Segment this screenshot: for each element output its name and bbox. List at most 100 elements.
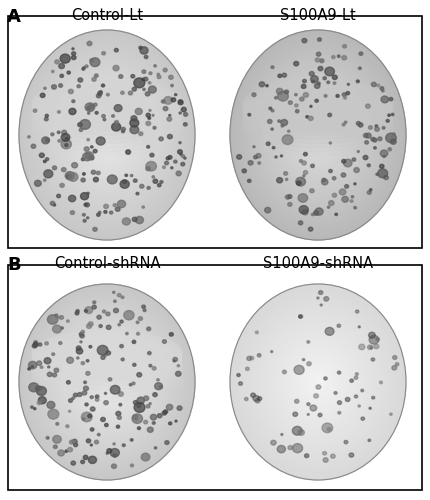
Ellipse shape [292,426,302,435]
Ellipse shape [115,207,120,212]
Ellipse shape [323,76,326,80]
Ellipse shape [354,168,359,172]
Ellipse shape [99,324,102,328]
Ellipse shape [139,132,143,136]
Ellipse shape [108,378,112,381]
Ellipse shape [137,404,141,407]
Ellipse shape [135,108,142,114]
Ellipse shape [88,414,92,418]
Ellipse shape [338,55,340,58]
Ellipse shape [316,133,319,136]
Ellipse shape [319,290,323,294]
Ellipse shape [331,454,335,458]
Ellipse shape [366,104,370,108]
Ellipse shape [85,152,93,159]
Ellipse shape [354,376,358,380]
Ellipse shape [312,376,324,388]
Ellipse shape [295,94,297,96]
Ellipse shape [303,80,306,82]
Ellipse shape [72,440,77,444]
Ellipse shape [344,184,349,188]
Ellipse shape [59,342,62,344]
Ellipse shape [358,405,360,407]
Ellipse shape [100,374,114,390]
Ellipse shape [370,346,373,349]
Ellipse shape [278,338,358,426]
Ellipse shape [89,346,92,348]
Ellipse shape [157,76,161,78]
Ellipse shape [237,374,240,376]
Ellipse shape [98,124,116,146]
Ellipse shape [131,74,135,78]
Ellipse shape [304,170,307,174]
Ellipse shape [40,54,175,216]
Ellipse shape [155,382,163,390]
Ellipse shape [349,453,354,457]
Text: A: A [7,8,21,26]
Ellipse shape [117,425,120,428]
Ellipse shape [301,84,306,88]
Ellipse shape [381,96,389,103]
Ellipse shape [58,450,64,456]
Ellipse shape [111,464,117,468]
Ellipse shape [243,102,393,148]
Ellipse shape [256,154,261,158]
Ellipse shape [272,146,275,149]
Ellipse shape [104,400,108,404]
Ellipse shape [298,314,303,318]
Ellipse shape [317,82,320,84]
Ellipse shape [77,346,81,350]
Ellipse shape [104,210,107,214]
Ellipse shape [148,117,150,119]
Ellipse shape [104,354,108,356]
Ellipse shape [110,177,113,180]
Ellipse shape [316,380,319,384]
Ellipse shape [276,88,283,94]
Ellipse shape [274,82,362,188]
Ellipse shape [101,418,105,422]
Ellipse shape [149,402,151,404]
Ellipse shape [296,109,340,161]
Ellipse shape [87,106,91,110]
Ellipse shape [19,284,195,480]
Ellipse shape [113,204,117,206]
Ellipse shape [354,183,356,185]
Ellipse shape [239,382,243,386]
Ellipse shape [31,44,183,226]
Ellipse shape [267,120,272,124]
Ellipse shape [289,350,347,414]
Ellipse shape [302,358,305,360]
Ellipse shape [310,106,312,108]
Ellipse shape [149,364,152,367]
Ellipse shape [83,214,85,216]
Ellipse shape [43,310,172,454]
Ellipse shape [119,404,122,406]
Ellipse shape [138,316,142,320]
Ellipse shape [92,118,122,152]
Ellipse shape [71,91,144,179]
Ellipse shape [58,84,62,87]
Ellipse shape [282,135,293,144]
Ellipse shape [298,359,338,405]
Ellipse shape [346,92,350,95]
Ellipse shape [315,208,323,215]
Ellipse shape [322,178,326,182]
Ellipse shape [246,302,390,462]
Ellipse shape [307,414,309,416]
Ellipse shape [361,417,365,420]
Ellipse shape [35,386,41,391]
Ellipse shape [83,220,86,222]
Ellipse shape [94,103,97,106]
Ellipse shape [145,92,150,96]
Ellipse shape [388,148,391,151]
Ellipse shape [38,52,176,217]
Ellipse shape [69,340,145,424]
Ellipse shape [276,84,360,186]
Ellipse shape [342,160,346,163]
Ellipse shape [66,425,69,428]
Ellipse shape [121,128,126,131]
Ellipse shape [303,366,333,398]
Ellipse shape [342,56,347,60]
Ellipse shape [137,397,144,404]
Ellipse shape [52,166,57,170]
